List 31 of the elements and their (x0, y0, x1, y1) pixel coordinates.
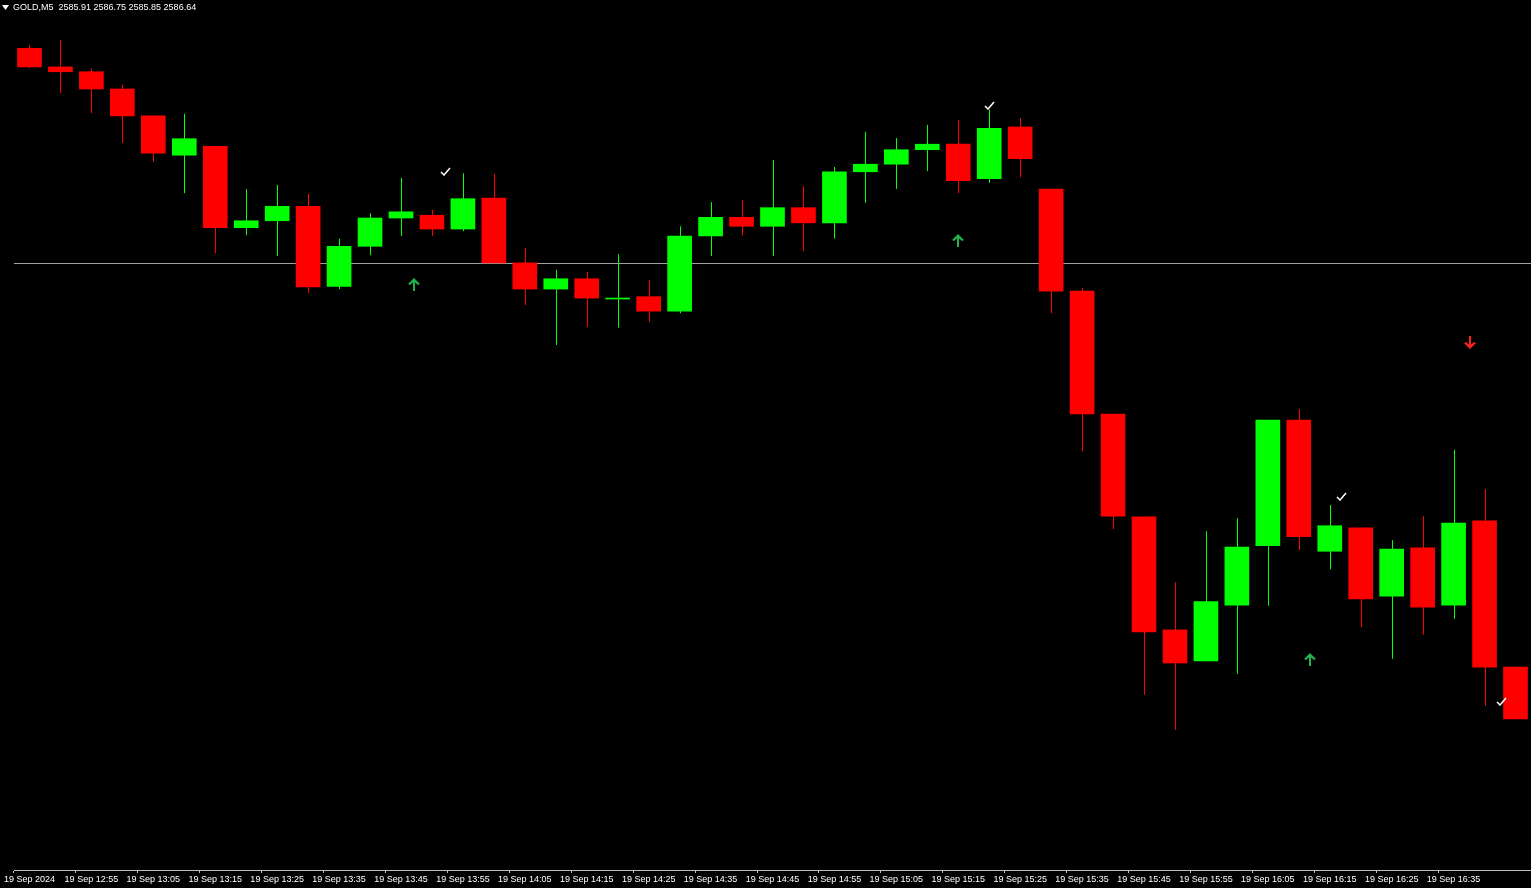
x-tick-label: 19 Sep 13:05 (126, 873, 181, 884)
x-tick-label: 19 Sep 16:35 (1426, 873, 1481, 884)
x-tick-label: 19 Sep 14:55 (807, 873, 862, 884)
chart-title: GOLD,M5 2585.91 2586.75 2585.85 2586.64 (13, 2, 197, 12)
candlestick (48, 39, 73, 94)
x-tick-label: 19 Sep 13:45 (374, 873, 428, 884)
x-tick-label: 19 Sep 15:45 (1117, 873, 1171, 884)
x-tick-label: 19 Sep 15:15 (931, 873, 986, 884)
x-tick-label: 19 Sep 15:55 (1179, 873, 1233, 884)
x-tick-label: 19 Sep 13:15 (188, 873, 243, 884)
x-tick-label: 19 Sep 15:05 (869, 873, 924, 884)
x-tick-label: 19 Sep 15:25 (993, 873, 1047, 884)
x-tick-label: 19 Sep 14:15 (559, 873, 614, 884)
x-tick-label: 19 Sep 16:25 (1364, 873, 1419, 884)
x-tick-label: 19 Sep 14:25 (621, 873, 676, 884)
candlestick (914, 124, 940, 172)
x-tick-label: 19 Sep 15:35 (1055, 873, 1109, 884)
candlestick (388, 177, 414, 237)
x-tick-label: 19 Sep 14:05 (498, 873, 552, 884)
x-tick-label: 19 Sep 2024 (3, 873, 55, 884)
x-tick-label: 19 Sep 13:35 (312, 873, 366, 884)
candlestick (233, 188, 259, 236)
candlestick (853, 131, 878, 204)
x-tick-label: 19 Sep 14:45 (745, 873, 800, 884)
x-tick-label: 19 Sep 16:05 (1241, 873, 1295, 884)
x-tick-label: 19 Sep 12:55 (64, 873, 119, 884)
x-tick-label: 19 Sep 13:25 (250, 873, 304, 884)
x-tick-label: 19 Sep 16:15 (1302, 873, 1357, 884)
candlestick (543, 269, 569, 346)
x-tick-label: 19 Sep 13:55 (436, 873, 490, 884)
x-tick-label: 19 Sep 14:35 (683, 873, 738, 884)
